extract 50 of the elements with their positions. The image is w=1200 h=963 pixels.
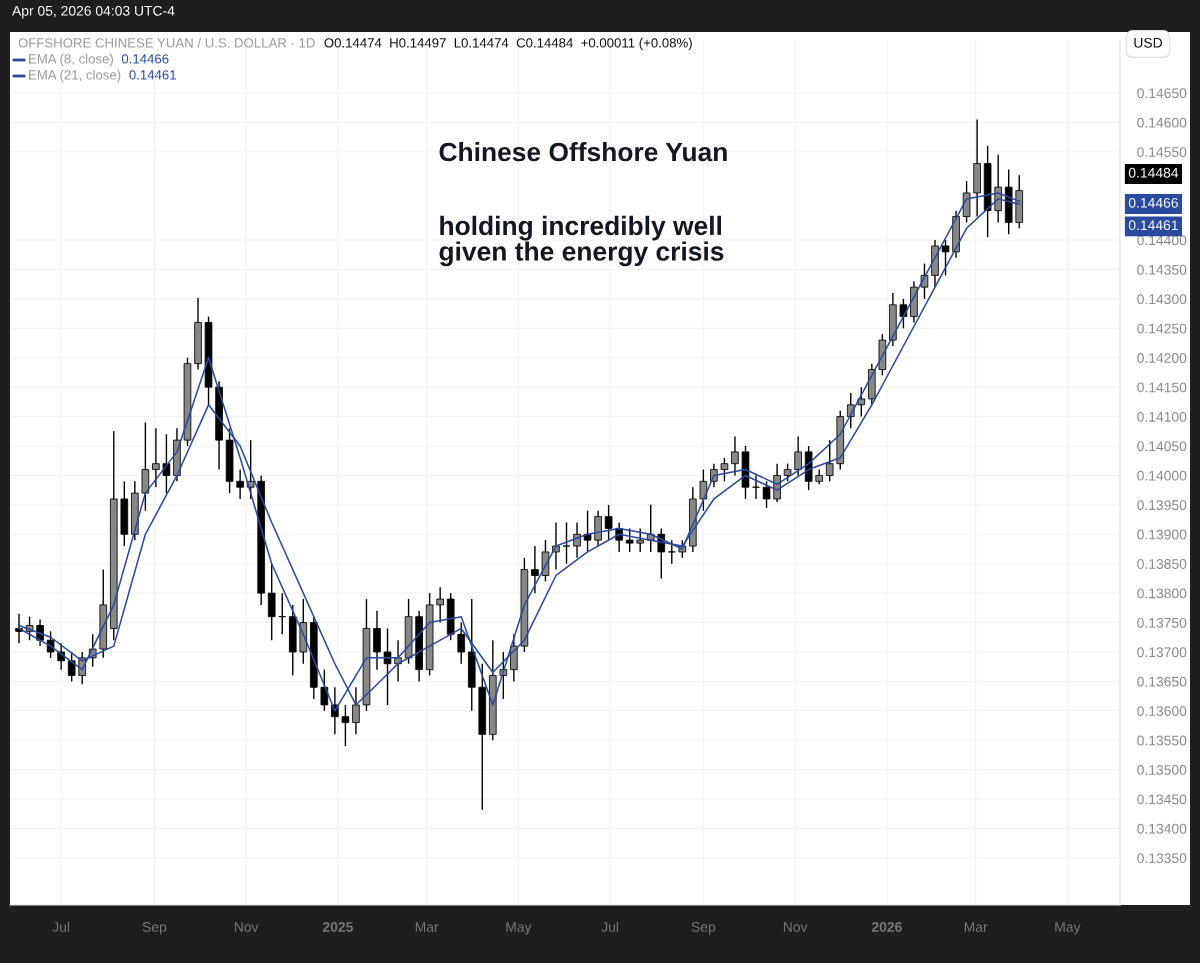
x-tick-label: 2026 (871, 922, 902, 932)
annotation: OFFSHORE CHINESE YUAN / U.S. DOLLAR · 1D (18, 37, 315, 48)
annotation: O0.14474 H0.14497 L0.14474 C0.14484 +0.00011 (+0.08%) (324, 37, 692, 51)
y-tick-label: 0.13850 (1137, 559, 1187, 569)
y-tick-label: 0.13900 (1137, 529, 1187, 540)
annotation: 0.14466 (121, 54, 169, 64)
y-tick-label: 0.13450 (1137, 794, 1187, 805)
y-tick-label: 0.13350 (1137, 853, 1187, 864)
y-tick-label: 0.13950 (1137, 500, 1187, 511)
y-tick-label: 0.13500 (1137, 764, 1187, 775)
x-tick-label: Jul (601, 921, 619, 932)
x-tick-label: Nov (783, 922, 808, 932)
x-tick-label: Sep (691, 922, 716, 935)
x-tick-label: Sep (142, 922, 167, 935)
y-tick-label: 0.13750 (1137, 617, 1187, 628)
x-tick-label: 2025 (322, 922, 353, 932)
annotation: holding incredibly well given the energy crisis (439, 215, 724, 267)
y-tick-label: 0.13650 (1137, 676, 1187, 687)
y-tick-label: 0.13600 (1137, 706, 1187, 716)
y-tick-label: 0.14350 (1137, 264, 1187, 275)
y-tick-label: 0.14000 (1137, 470, 1187, 481)
text: 0.14461 (1128, 220, 1178, 231)
x-tick-label: Nov (234, 922, 259, 932)
y-tick-label: 0.14250 (1137, 323, 1187, 334)
annotation: Chinese Offshore Yuan (439, 141, 727, 162)
y-tick-label: 0.14650 (1137, 88, 1187, 99)
y-tick-label: 0.14050 (1137, 441, 1187, 452)
y-tick-label: 0.14300 (1137, 294, 1187, 305)
text: Apr 05, 2026 04:03 UTC-4 (12, 5, 175, 19)
y-tick-label: 0.14100 (1137, 411, 1187, 422)
y-tick-label: 0.14550 (1137, 147, 1187, 157)
y-tick-label: 0.14400 (1137, 235, 1187, 246)
y-tick-label: 0.13800 (1137, 588, 1187, 599)
text: 0.14466 (1128, 197, 1178, 208)
x-tick-label: Mar (964, 922, 988, 932)
y-tick-label: 0.13700 (1137, 647, 1187, 658)
y-tick-label: 0.13400 (1137, 823, 1187, 834)
x-tick-label: May (1055, 922, 1081, 935)
y-tick-label: 0.13550 (1137, 735, 1187, 746)
annotation: 0.14461 (129, 70, 176, 80)
y-tick-label: 0.14200 (1137, 353, 1187, 363)
x-tick-label: Jul (52, 921, 70, 932)
text: USD (1134, 37, 1162, 48)
y-tick-label: 0.14600 (1137, 117, 1187, 128)
y-tick-label: 0.14150 (1137, 382, 1187, 393)
text: 0.14484 (1128, 167, 1179, 178)
legend-label: EMA (21, close) (29, 69, 121, 83)
x-tick-label: Mar (415, 922, 439, 932)
legend-label: EMA (8, close) (29, 53, 113, 67)
x-tick-label: May (506, 922, 532, 935)
